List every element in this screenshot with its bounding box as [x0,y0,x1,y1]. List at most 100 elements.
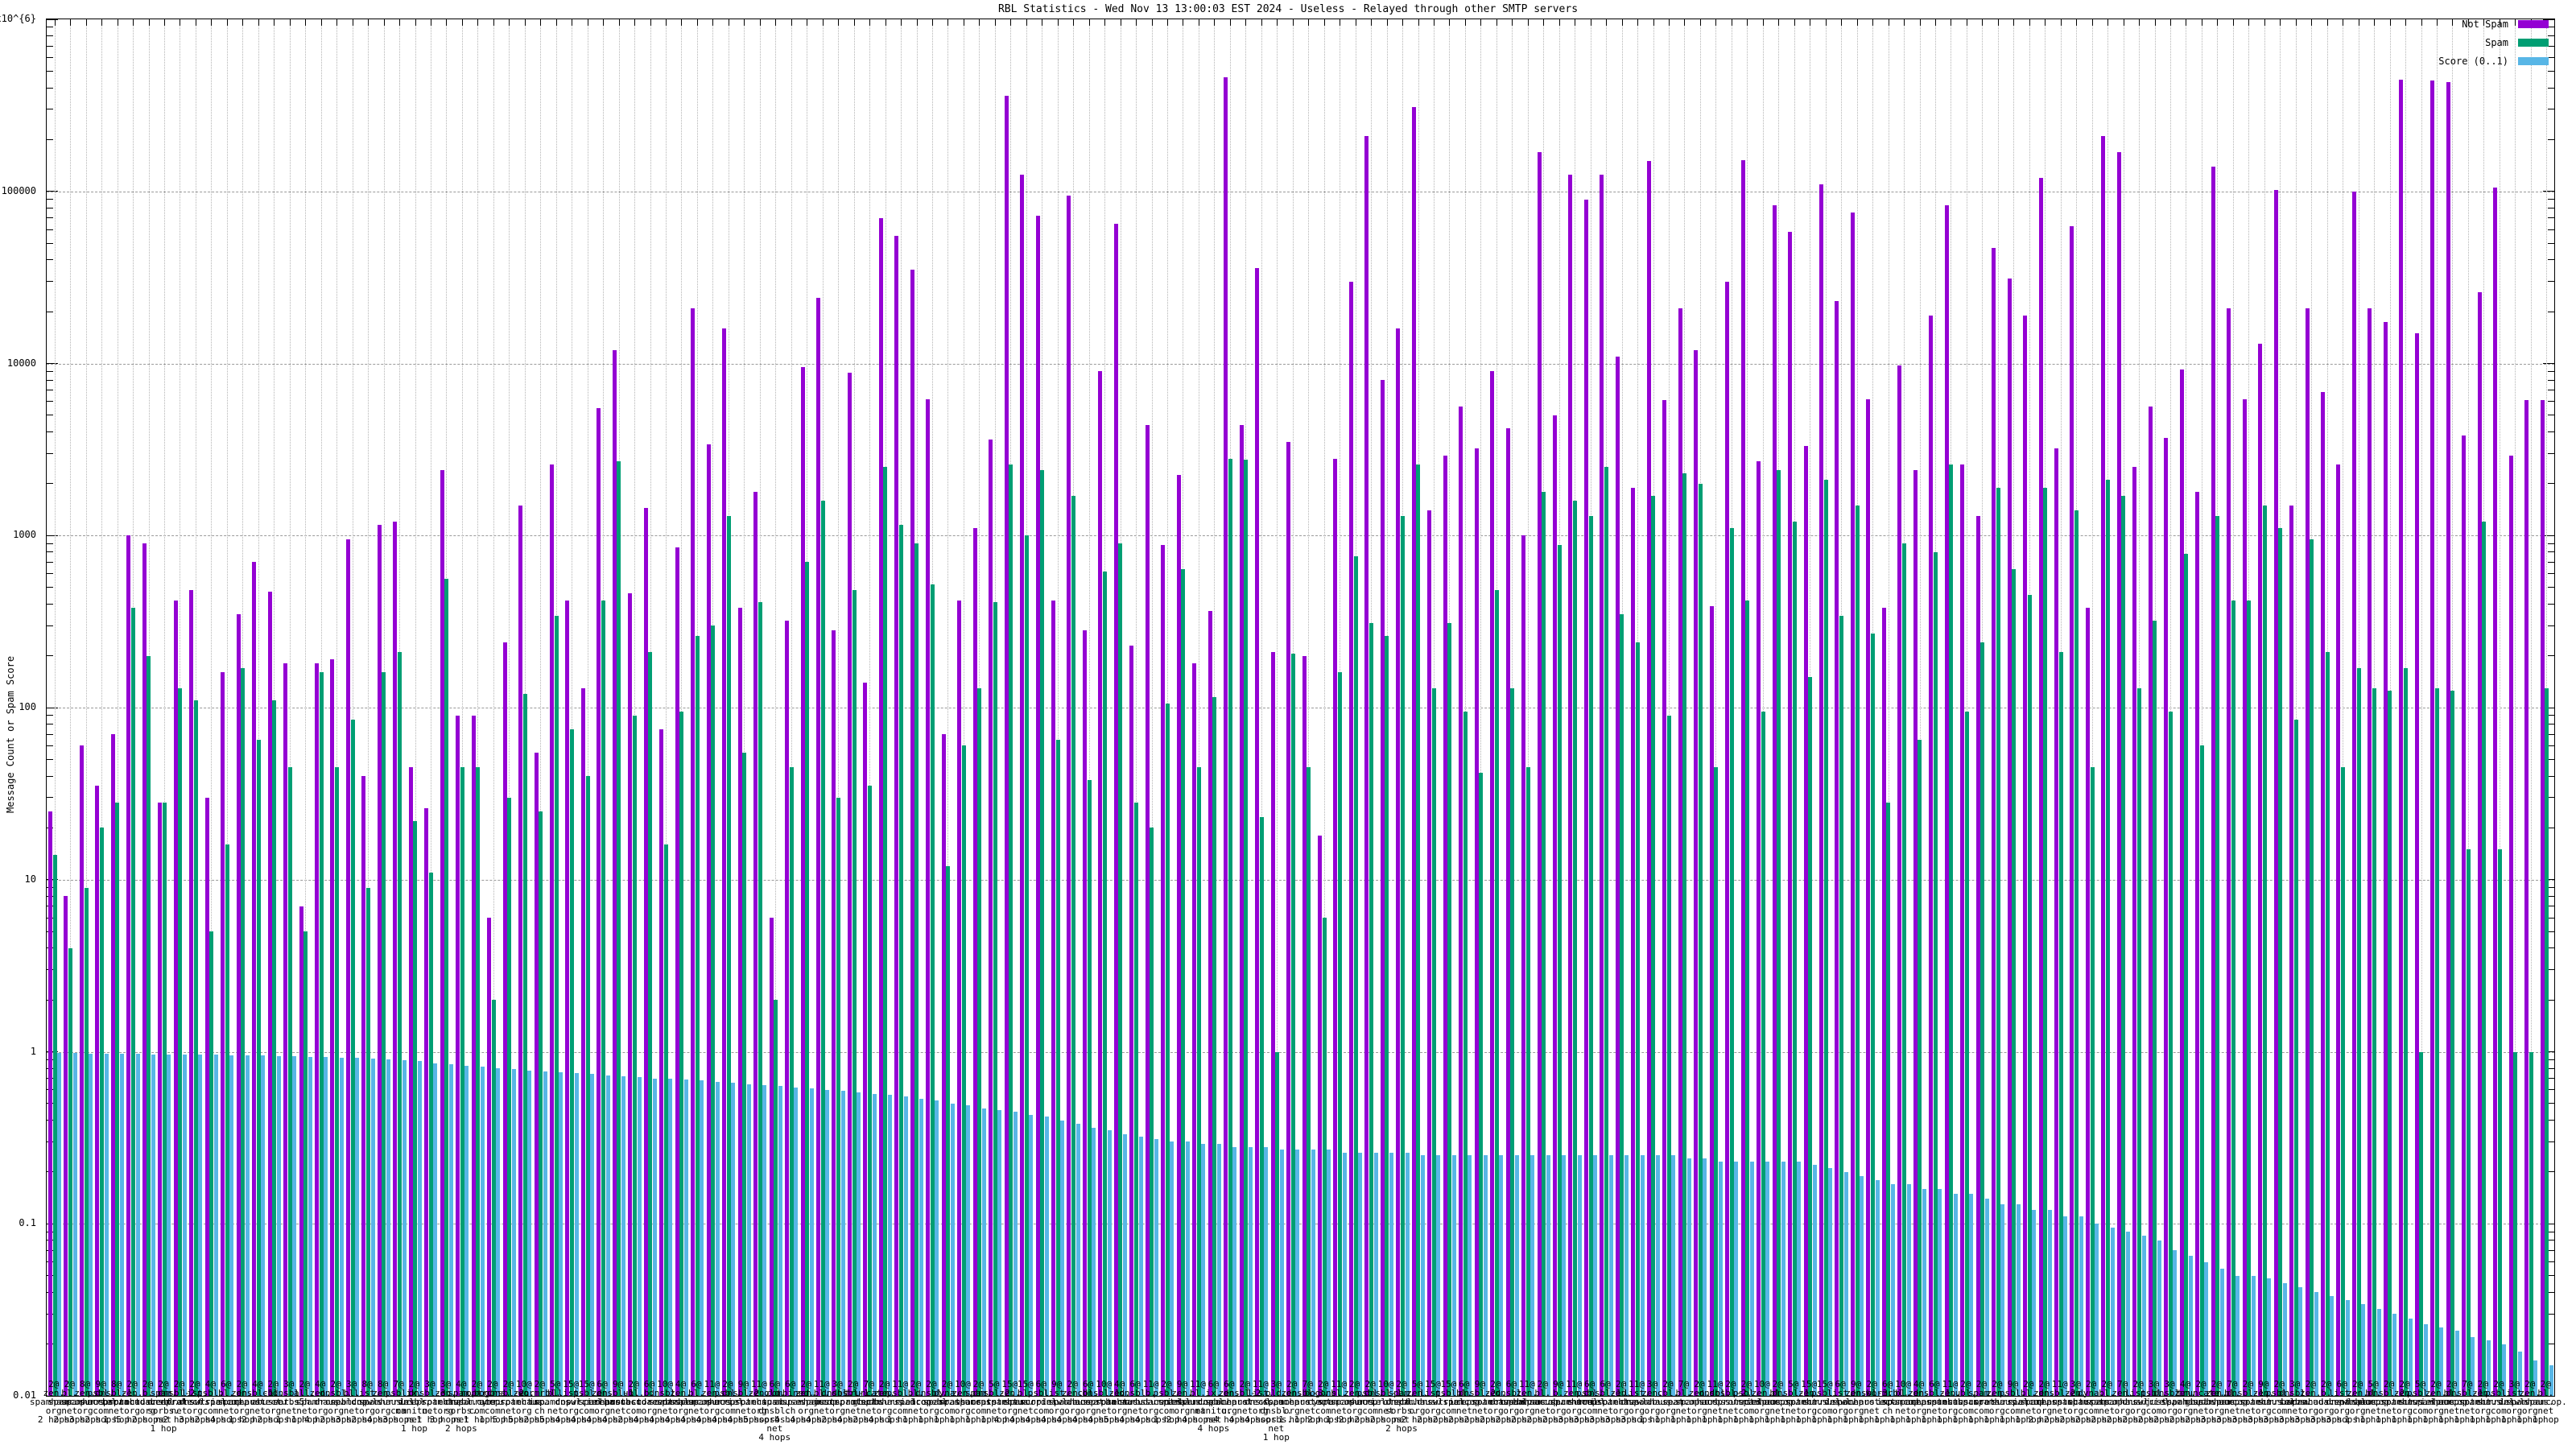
x-tick-label: 10@ dnsbl-1. uceprotect. net 4 hops [1074,1379,1133,1425]
bar-score [276,1056,281,1396]
bar-score [2502,1344,2507,1396]
bar-not-spam [550,464,554,1396]
bar-score [2471,1336,2475,1396]
bar-score [1875,1179,1880,1396]
x-tick-label: 3@ zen. spamhaus. org 1 hop [1628,1379,1677,1425]
bar-not-spam [408,767,413,1396]
bar-score [935,1100,939,1396]
bar-score [1107,1129,1112,1396]
bar-spam [2199,745,2204,1396]
y-axis-minor-tick [2548,56,2554,58]
x-tick-label: 10@ zen. spamhaus. org 1 hop [1738,1379,1786,1425]
legend-swatch [2518,56,2549,65]
bar-not-spam [2383,321,2388,1396]
x-tick-label: 2@ dyna. spamrats. com 1 hop [923,1379,972,1425]
bar-spam [1494,590,1499,1396]
x-tick-label: 5@ bl. spamcop. net 5 hops [534,1379,577,1425]
bar-not-spam [1521,535,1526,1396]
bar-score [1389,1152,1394,1396]
bar-score [1201,1144,1206,1396]
x-tick-label: 2@ zen. spamhaus. org 2 hops [1472,1379,1520,1425]
bar-not-spam [1145,424,1150,1396]
bar-not-spam [1913,469,1918,1396]
bar-not-spam [1600,175,1604,1396]
x-axis-tick-top [2107,19,2109,26]
v-gridline [305,19,307,1396]
x-axis-tick-top [1841,19,1843,26]
x-tick-label: 3@ list. dnswl. org 1 hop [2498,1379,2531,1425]
bar-spam [2247,600,2252,1396]
bar-score [2361,1304,2366,1396]
bar-not-spam [1286,441,1291,1396]
bar-not-spam [79,745,84,1396]
y-axis-major-tick [47,19,58,20]
bar-not-spam [1380,380,1385,1396]
y-axis-minor-tick [2548,1120,2554,1121]
x-tick-label: 8@ dnsbl-1. uceprotect. net 1 hop [87,1379,147,1425]
x-axis-tick-top [1277,19,1278,26]
x-tick-label: 10@ zen. spamhaus. org 1 hop [939,1379,987,1425]
bar-score [2219,1268,2224,1396]
bar-spam [1996,487,2000,1396]
bar-score [2345,1300,2350,1396]
y-axis-minor-tick [47,35,53,37]
x-axis-tick-top [1715,19,1717,26]
x-axis-tick-top [493,19,494,26]
bar-spam [2325,652,2330,1396]
x-axis-tick-top [2389,19,2391,26]
v-gridline [415,19,416,1396]
x-axis-tick-top [759,19,761,26]
x-axis-tick-top [1402,19,1404,26]
bar-score [496,1068,501,1396]
bar-spam [1368,622,1373,1396]
bar-spam [585,776,590,1396]
bar-not-spam [424,808,429,1396]
x-tick-label: 2@ dnsbl-2. uceprotect. net 2 hops [150,1379,208,1425]
y-axis-major-tick [47,363,58,364]
bar-score [1092,1128,1096,1396]
y-axis-minor-tick [47,138,53,140]
x-tick-label: 15@ zen. spamhaus. org 4 hops [985,1379,1034,1425]
bar-spam [382,672,386,1396]
x-axis-tick-top [2374,19,2376,26]
x-axis-tick-top [1449,19,1451,26]
x-tick-label: 7@ dnsbl-1. uceprotect. net 1 hop [2438,1379,2497,1425]
bar-spam [303,931,308,1396]
y-axis-minor-tick [47,561,53,563]
x-tick-label: 2@ dyna. spamrats. com 2 hops [2066,1379,2116,1425]
bar-not-spam [1020,175,1025,1396]
y-axis-minor-tick [47,733,53,735]
y-axis-minor-tick [2548,45,2554,47]
bar-score [386,1059,391,1396]
x-axis-tick-top [2045,19,2046,26]
bar-not-spam [1224,77,1228,1396]
x-tick-label: 2@ zen. spamhaus. org 1 hop [1267,1379,1316,1425]
y-axis-minor-tick [2548,931,2554,932]
x-axis-tick-top [2483,19,2485,26]
x-tick-label: 9@ zen. spamhaus. org 1 hop [1831,1379,1880,1425]
x-axis-tick-top [696,19,698,26]
bar-spam [820,500,825,1396]
x-tick-label: 2@ zen. spamhaus. org 2 hops [29,1379,78,1425]
y-axis-minor-tick [2548,1089,2554,1091]
v-gridline [540,19,542,1396]
bar-score [1608,1155,1613,1396]
x-axis-tick-top [1527,19,1529,26]
bar-not-spam [2007,279,2012,1396]
bar-score [1953,1193,1958,1396]
v-gridline [775,19,777,1396]
x-tick-label: 2@ psbl. surriel. com 4 hops [706,1379,749,1425]
bar-score [1483,1155,1488,1396]
x-tick-label: 9@ dnsbl-1. uceprotect. net 4 hops [588,1379,648,1425]
bar-score [527,1070,532,1396]
bar-spam [961,745,966,1396]
x-tick-label: 15@ zen. spamhaus. org 1 hop [1785,1379,1834,1425]
bar-spam [1353,555,1358,1396]
bar-score [1514,1155,1519,1396]
bar-not-spam [110,734,115,1396]
legend-row: Spam [2438,33,2549,52]
v-gridline [54,19,56,1396]
bar-not-spam [737,608,742,1396]
bar-score [245,1055,250,1396]
bar-score [637,1077,642,1396]
